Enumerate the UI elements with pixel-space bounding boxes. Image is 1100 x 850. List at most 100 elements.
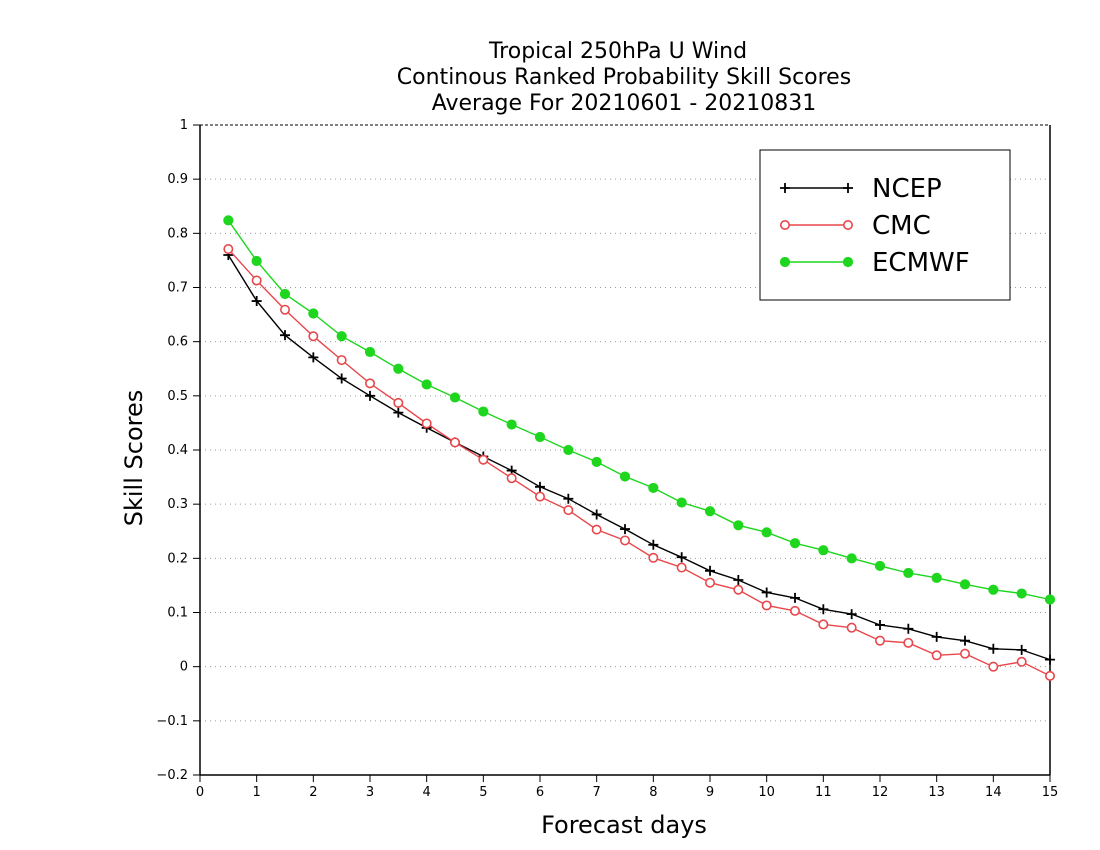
x-tick-label: 3 xyxy=(366,785,374,800)
x-axis-label: Forecast days xyxy=(541,811,707,839)
y-tick-label: 0.8 xyxy=(167,226,188,241)
data-point-ncep xyxy=(620,524,630,535)
data-point-cmc xyxy=(789,605,800,616)
data-point-ncep xyxy=(931,631,942,642)
data-point-ecmwf xyxy=(789,538,801,549)
data-point-cmc xyxy=(336,355,347,366)
data-point-ncep xyxy=(365,390,375,401)
data-point-ncep xyxy=(251,296,262,307)
data-point-ecmwf xyxy=(1016,588,1027,599)
x-tick-label: 0 xyxy=(196,785,204,800)
data-point-ecmwf xyxy=(421,379,432,390)
data-point-cmc xyxy=(761,600,772,611)
data-point-cmc xyxy=(251,275,262,286)
title-line-3: Average For 20210601 - 20210831 xyxy=(432,91,817,116)
data-point-ncep xyxy=(280,330,290,341)
data-point-ecmwf xyxy=(534,431,546,443)
data-point-cmc xyxy=(818,619,829,630)
series-layer xyxy=(223,215,1056,681)
data-point-ncep xyxy=(903,623,914,634)
data-point-cmc xyxy=(931,650,942,661)
data-point-ncep xyxy=(591,509,602,520)
data-point-ecmwf xyxy=(591,456,602,468)
data-point-cmc xyxy=(223,244,234,255)
data-point-ecmwf xyxy=(988,584,999,595)
data-point-ecmwf xyxy=(478,406,489,417)
data-point-ecmwf xyxy=(818,545,829,556)
title-line-2: Continous Ranked Probability Skill Score… xyxy=(397,65,851,90)
data-point-ecmwf xyxy=(874,560,886,572)
y-tick-label: 0.3 xyxy=(167,497,188,512)
x-tick-label: 14 xyxy=(985,785,1002,800)
data-point-ncep xyxy=(563,493,574,504)
legend-marker-ecmwf xyxy=(779,256,791,268)
series-line-ncep xyxy=(227,254,1051,661)
x-tick-label: 8 xyxy=(649,785,657,800)
data-point-ecmwf xyxy=(336,331,347,342)
data-point-cmc xyxy=(619,535,630,546)
y-tick-label: 0.6 xyxy=(167,335,188,350)
data-point-ncep xyxy=(336,373,347,384)
data-point-ecmwf xyxy=(393,363,404,374)
data-point-ncep xyxy=(648,539,659,550)
data-point-cmc xyxy=(364,378,375,389)
data-point-ecmwf xyxy=(648,482,659,494)
data-point-ncep xyxy=(875,619,885,630)
data-point-ncep xyxy=(790,592,800,603)
series-cmc xyxy=(223,244,1056,681)
y-tick-label: 1 xyxy=(180,118,188,133)
x-tick-label: 1 xyxy=(253,785,261,800)
data-point-ecmwf xyxy=(733,520,744,531)
data-point-ncep xyxy=(676,552,687,563)
data-point-ecmwf xyxy=(506,419,517,430)
x-tick-label: 10 xyxy=(758,785,775,800)
x-tick-label: 13 xyxy=(928,785,945,800)
legend-marker-cmc xyxy=(779,220,790,231)
data-point-ecmwf xyxy=(223,215,234,226)
x-tick-label: 9 xyxy=(706,785,714,800)
data-point-ncep xyxy=(988,643,999,654)
data-point-ecmwf xyxy=(563,444,574,456)
data-point-cmc xyxy=(506,473,517,484)
data-point-ecmwf xyxy=(931,572,942,583)
legend: NCEP CMC ECMWF xyxy=(759,149,1011,301)
data-point-cmc xyxy=(704,577,715,588)
data-point-ncep xyxy=(393,407,404,418)
legend-marker-cmc xyxy=(842,220,853,231)
x-tick-label: 11 xyxy=(815,785,832,800)
axes xyxy=(193,124,1051,782)
data-point-cmc xyxy=(959,648,970,659)
legend-label-ncep: NCEP xyxy=(872,174,942,204)
data-point-ecmwf xyxy=(761,527,772,538)
legend-marker-ecmwf xyxy=(842,256,854,268)
data-point-ncep xyxy=(733,575,744,585)
data-point-ecmwf xyxy=(676,497,687,508)
data-point-cmc xyxy=(478,454,489,465)
y-tick-label: 0.1 xyxy=(167,606,188,621)
data-point-ncep xyxy=(960,635,970,646)
data-point-ncep xyxy=(308,352,319,363)
data-point-ecmwf xyxy=(959,579,971,590)
y-tick-label: −0.1 xyxy=(156,714,188,729)
series-ncep xyxy=(223,250,1055,665)
data-point-ncep xyxy=(818,604,829,615)
legend-label-cmc: CMC xyxy=(872,211,931,241)
data-point-cmc xyxy=(393,397,404,408)
y-tick-label: 0.9 xyxy=(167,172,188,187)
gridlines xyxy=(200,178,1050,722)
data-point-ecmwf xyxy=(308,308,319,319)
y-tick-label: 0.4 xyxy=(167,443,188,458)
series-line-cmc xyxy=(227,248,1051,677)
data-point-cmc xyxy=(591,524,602,535)
data-point-cmc xyxy=(421,418,432,429)
tick-labels: −0.2−0.100.10.20.30.40.50.60.70.80.910 1 2… xyxy=(156,118,1058,800)
data-point-ncep xyxy=(535,481,545,492)
data-point-cmc xyxy=(1016,656,1027,667)
data-point-cmc xyxy=(563,505,574,516)
y-tick-label: −0.2 xyxy=(156,768,188,783)
data-point-ecmwf xyxy=(449,392,461,403)
x-tick-label: 2 xyxy=(309,785,317,800)
data-point-ncep xyxy=(1016,644,1027,655)
x-tick-label: 4 xyxy=(423,785,431,800)
data-point-cmc xyxy=(874,635,885,646)
